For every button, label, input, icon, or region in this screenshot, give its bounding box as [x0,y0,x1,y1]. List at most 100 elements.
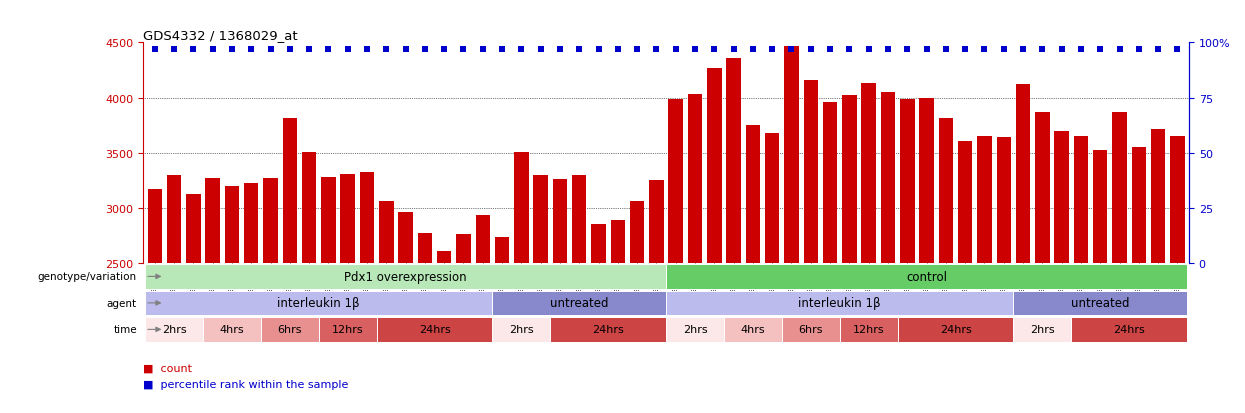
Bar [610,221,625,413]
Bar [244,183,259,413]
Text: 2hrs: 2hrs [509,325,534,335]
Bar [782,318,839,342]
Bar [205,179,220,413]
Bar [550,318,666,342]
Text: 6hrs: 6hrs [278,325,303,335]
Bar [1035,113,1050,413]
Text: 12hrs: 12hrs [332,325,364,335]
Bar [919,98,934,413]
Bar [571,176,586,413]
Bar [666,265,1186,289]
Text: interleukin 1β: interleukin 1β [278,297,360,310]
Text: untreated: untreated [1071,297,1129,310]
Bar [1013,318,1071,342]
Bar [823,103,838,413]
Bar [957,141,972,413]
Text: genotype/variation: genotype/variation [37,272,137,282]
Bar [146,318,203,342]
Bar [803,81,818,413]
Text: 24hrs: 24hrs [593,325,624,335]
Bar [862,84,876,413]
Bar [900,100,915,413]
Bar [553,180,568,413]
Bar [898,318,1013,342]
Bar [649,181,664,413]
Bar [591,224,606,413]
Bar [977,137,992,413]
Bar [726,59,741,413]
Text: ■  percentile rank within the sample: ■ percentile rank within the sample [143,379,349,389]
Bar [378,202,393,413]
Text: untreated: untreated [550,297,609,310]
Text: 24hrs: 24hrs [940,325,971,335]
Text: 4hrs: 4hrs [741,325,766,335]
Bar [669,100,684,413]
Bar [263,179,278,413]
Text: ■  count: ■ count [143,363,192,373]
Bar [746,126,761,413]
Bar [533,176,548,413]
Bar [1112,113,1127,413]
Text: control: control [906,270,947,283]
Text: 24hrs: 24hrs [418,325,451,335]
Bar [1093,150,1108,413]
Bar [880,93,895,413]
Bar [630,202,645,413]
Bar [261,318,319,342]
Bar [666,318,723,342]
Bar [723,318,782,342]
Bar [1132,148,1147,413]
Text: time: time [113,325,137,335]
Bar [842,96,857,413]
Bar [1073,137,1088,413]
Text: 6hrs: 6hrs [798,325,823,335]
Bar [321,178,336,413]
Bar [203,318,261,342]
Bar [146,265,666,289]
Bar [340,174,355,413]
Bar [494,237,509,413]
Bar [283,118,298,413]
Bar [784,47,799,413]
Bar [707,69,722,413]
Bar [764,134,779,413]
Text: 4hrs: 4hrs [219,325,244,335]
Text: interleukin 1β: interleukin 1β [798,297,881,310]
Text: 2hrs: 2hrs [1030,325,1055,335]
Text: 2hrs: 2hrs [682,325,707,335]
Text: Pdx1 overexpression: Pdx1 overexpression [345,270,467,283]
Bar [666,291,1013,315]
Bar [476,215,491,413]
Bar [839,318,898,342]
Bar [1150,129,1165,413]
Bar [1016,85,1031,413]
Bar [319,318,377,342]
Text: 12hrs: 12hrs [853,325,884,335]
Bar [224,187,239,413]
Text: 24hrs: 24hrs [1113,325,1145,335]
Bar [1071,318,1186,342]
Bar [687,95,702,413]
Bar [360,172,375,413]
Bar [1013,291,1186,315]
Bar [186,194,200,413]
Bar [398,213,413,413]
Bar [996,138,1011,413]
Bar [167,176,182,413]
Text: agent: agent [107,298,137,308]
Bar [1055,131,1069,413]
Bar [301,152,316,413]
Text: 2hrs: 2hrs [162,325,187,335]
Bar [437,252,452,413]
Bar [377,318,493,342]
Bar [493,318,550,342]
Text: GDS4332 / 1368029_at: GDS4332 / 1368029_at [143,29,298,42]
Bar [514,152,529,413]
Bar [456,235,471,413]
Bar [1170,137,1185,413]
Bar [417,234,432,413]
Bar [939,118,954,413]
Bar [493,291,666,315]
Bar [146,291,493,315]
Bar [147,190,162,413]
